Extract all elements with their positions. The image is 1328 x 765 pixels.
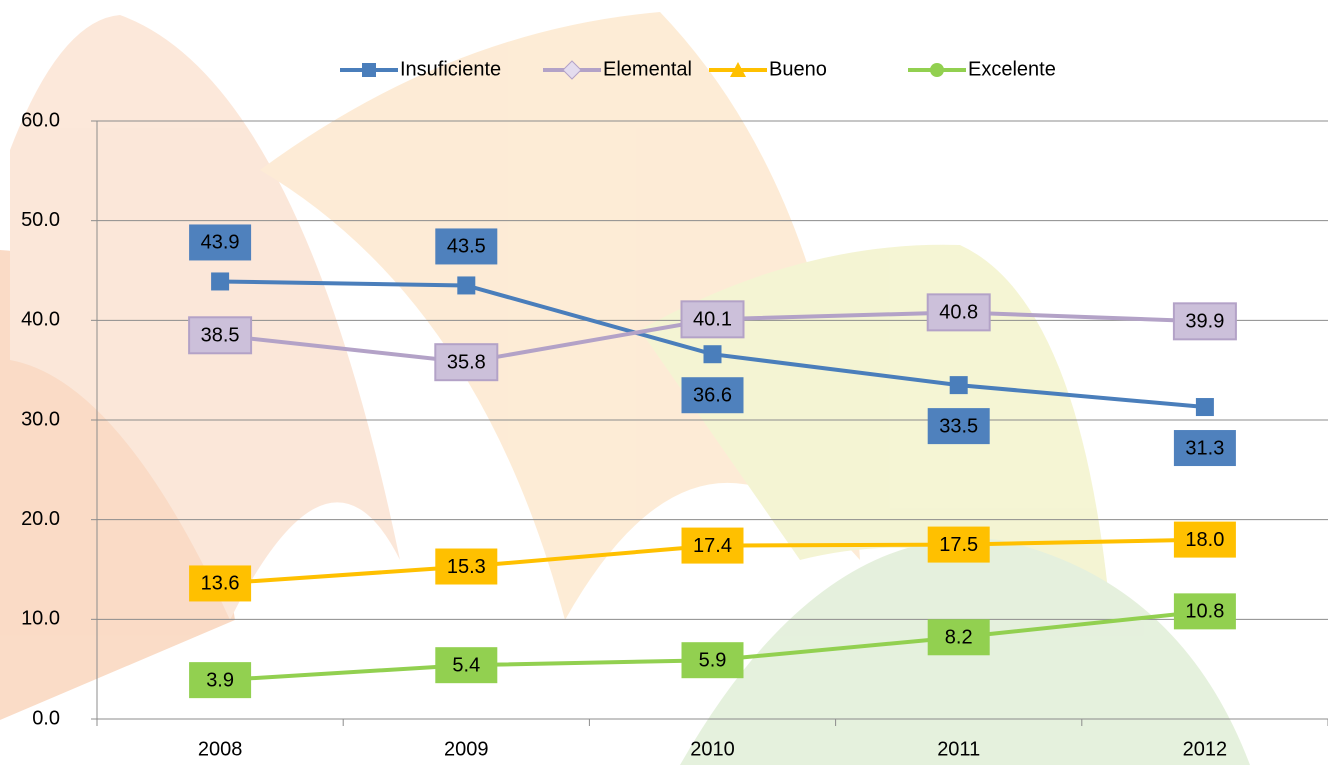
data-label: 43.9	[189, 224, 251, 260]
marker	[950, 376, 968, 394]
marker	[930, 63, 944, 77]
data-label: 17.4	[682, 528, 744, 564]
data-label: 10.8	[1174, 593, 1236, 629]
data-label: 39.9	[1174, 303, 1236, 339]
marker	[211, 272, 229, 290]
data-label: 38.5	[189, 317, 251, 353]
data-label: 5.9	[682, 642, 744, 678]
data-label-text: 5.9	[699, 649, 727, 671]
y-tick-label: 50.0	[21, 209, 60, 231]
page: 0.0 10.0 20.0 30.0 40.0 50.0 60.0 2008 2009 2010 2…	[0, 0, 1328, 765]
y-tick-label: 40.0	[21, 309, 60, 331]
data-label: 40.1	[682, 301, 744, 337]
data-label: 43.5	[435, 228, 497, 264]
data-label-text: 33.5	[939, 415, 978, 437]
marker	[704, 345, 722, 363]
data-label: 17.5	[928, 527, 990, 563]
y-tick-label: 10.0	[21, 608, 60, 630]
data-label-text: 15.3	[447, 556, 486, 578]
data-label-text: 31.3	[1185, 437, 1224, 459]
x-tick-label: 2010	[690, 738, 735, 760]
legend-label: Elemental	[603, 58, 692, 80]
data-label-text: 43.5	[447, 236, 486, 258]
marker	[362, 63, 376, 77]
data-label-text: 40.8	[939, 302, 978, 324]
data-label: 33.5	[928, 408, 990, 444]
data-label-text: 13.6	[201, 573, 240, 595]
x-tick-label: 2012	[1183, 738, 1228, 760]
data-label-text: 43.9	[201, 232, 240, 254]
data-label: 8.2	[928, 619, 990, 655]
data-label-text: 10.8	[1185, 601, 1224, 623]
data-label-text: 39.9	[1185, 311, 1224, 333]
data-label: 40.8	[928, 294, 990, 330]
data-label: 31.3	[1174, 430, 1236, 466]
data-label: 36.6	[682, 377, 744, 413]
data-label-text: 38.5	[201, 325, 240, 347]
x-tick-label: 2009	[444, 738, 489, 760]
data-label: 3.9	[189, 662, 251, 698]
data-label: 15.3	[435, 549, 497, 585]
y-tick-label: 0.0	[32, 707, 60, 729]
data-label-text: 5.4	[452, 654, 480, 676]
legend-label: Bueno	[769, 58, 827, 80]
legend-item: Bueno	[709, 58, 827, 80]
data-label: 18.0	[1174, 522, 1236, 558]
y-tick-label: 20.0	[21, 508, 60, 530]
data-label-text: 40.1	[693, 309, 732, 331]
data-label: 35.8	[435, 344, 497, 380]
data-label-text: 36.6	[693, 385, 732, 407]
y-tick-label: 60.0	[21, 109, 60, 131]
marker	[1196, 398, 1214, 416]
background-decoration	[0, 12, 1250, 765]
legend-item: Excelente	[908, 58, 1056, 80]
data-label-text: 17.4	[693, 535, 732, 557]
chart: 0.0 10.0 20.0 30.0 40.0 50.0 60.0 2008 2009 2010 2…	[0, 0, 1328, 765]
data-label: 13.6	[189, 565, 251, 601]
data-label: 5.4	[435, 647, 497, 683]
data-label-text: 8.2	[945, 627, 973, 649]
x-tick-label: 2011	[937, 738, 980, 760]
legend-label: Insuficiente	[400, 58, 501, 80]
data-label-text: 35.8	[447, 351, 486, 373]
y-tick-label: 30.0	[21, 408, 60, 430]
legend-label: Excelente	[968, 58, 1056, 80]
data-label-text: 3.9	[206, 669, 234, 691]
x-tick-label: 2008	[198, 738, 243, 760]
data-label-text: 18.0	[1185, 529, 1224, 551]
marker	[457, 276, 475, 294]
legend-item: Insuficiente	[340, 58, 501, 80]
data-label-text: 17.5	[939, 534, 978, 556]
